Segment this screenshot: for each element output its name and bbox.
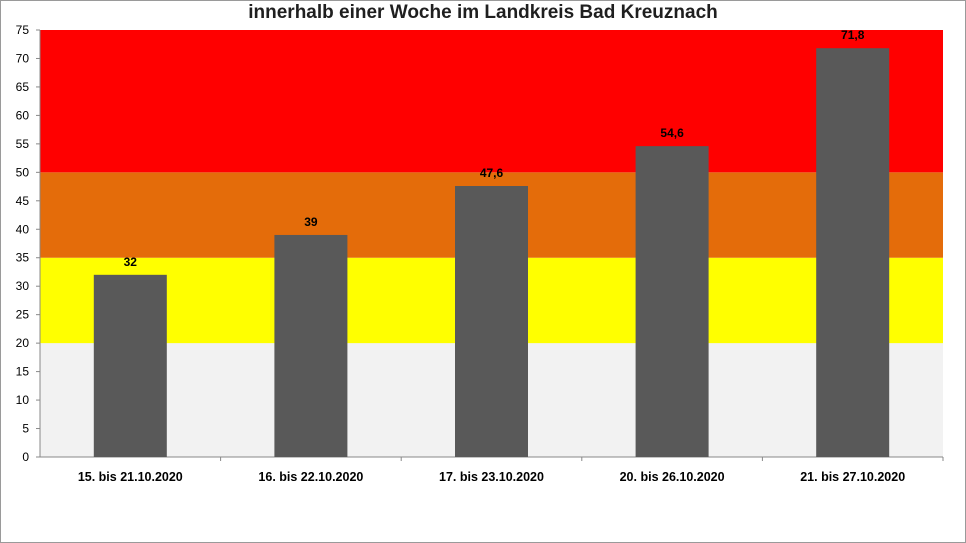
y-tick-label: 25: [16, 308, 30, 322]
y-tick-label: 50: [16, 165, 30, 179]
y-tick-label: 0: [22, 450, 29, 464]
y-tick-label: 40: [16, 222, 30, 236]
y-tick-label: 45: [16, 194, 30, 208]
x-tick-label: 16. bis 22.10.2020: [258, 470, 363, 484]
chart-title: innerhalb einer Woche im Landkreis Bad K…: [248, 2, 718, 23]
y-tick-label: 15: [16, 365, 30, 379]
y-tick-label: 75: [16, 23, 30, 37]
data-label: 71,8: [841, 28, 865, 42]
y-tick-label: 20: [16, 336, 30, 350]
x-tick-label: 20. bis 26.10.2020: [620, 470, 725, 484]
y-tick-label: 70: [16, 51, 30, 65]
bar: [455, 185, 528, 458]
data-label: 32: [124, 255, 138, 269]
data-label: 47,6: [480, 166, 504, 180]
y-tick-label: 35: [16, 251, 30, 265]
x-tick-label: 21. bis 27.10.2020: [800, 470, 905, 484]
y-tick-label: 30: [16, 279, 30, 293]
data-label: 39: [304, 215, 318, 229]
data-label: 54,6: [660, 126, 684, 140]
bar: [93, 274, 167, 457]
y-tick-label: 55: [16, 137, 30, 151]
x-tick-label: 15. bis 21.10.2020: [78, 470, 183, 484]
bar: [816, 48, 890, 458]
data-labels: 32 39 47,6 54,6 71,8: [124, 28, 865, 269]
band-3: [40, 30, 943, 173]
bar: [274, 234, 348, 457]
y-tick-label: 5: [22, 422, 29, 436]
y-tick-label: 65: [16, 80, 30, 94]
bar: [635, 146, 709, 458]
bars: [93, 48, 890, 458]
x-tick-label: 17. bis 23.10.2020: [439, 470, 544, 484]
y-tick-label: 60: [16, 108, 30, 122]
y-tick-label: 10: [16, 393, 30, 407]
axes: 0 5 10 15 20 25 30 35 40 45 50 55 60 65 70 75 15. bis 21…: [16, 23, 944, 484]
